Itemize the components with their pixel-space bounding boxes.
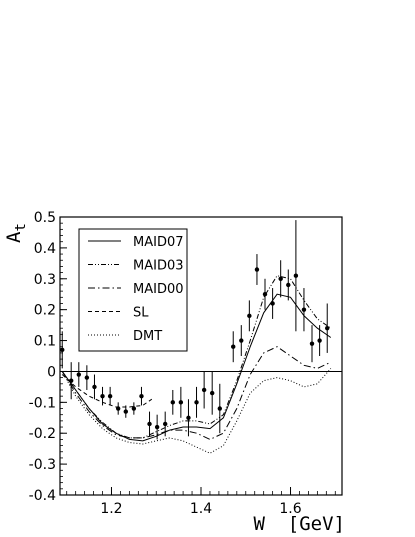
data-point xyxy=(262,292,268,297)
series-line-dmt xyxy=(61,368,332,454)
x-axis-ticks: 1.2 1.4 1.6 xyxy=(66,487,336,517)
data-point xyxy=(247,313,252,319)
data-point xyxy=(115,406,121,411)
data-point xyxy=(107,393,113,399)
y-axis-label-subscript: t xyxy=(13,223,29,231)
y-axis-label: At xyxy=(3,223,29,243)
data-point xyxy=(139,393,144,399)
legend-box xyxy=(78,228,188,352)
data-point xyxy=(217,406,222,411)
data-point xyxy=(92,384,97,390)
data-point xyxy=(162,421,168,427)
data-point xyxy=(178,400,184,405)
y-tick-label: 0.2 xyxy=(34,303,56,319)
x-tick-label: 1.4 xyxy=(190,501,212,517)
legend-label-maid03: MAID03 xyxy=(133,259,184,274)
data-point xyxy=(254,267,260,272)
data-point xyxy=(194,400,199,405)
x-axis-label: W [GeV] xyxy=(253,513,345,535)
y-axis-ticks: -0.4 -0.3 -0.2 -0.1 0 0.1 0.2 0.3 0.4 0.5 xyxy=(29,210,67,504)
data-point xyxy=(270,301,275,306)
curves-layer xyxy=(61,275,332,454)
data-point xyxy=(301,307,307,312)
data-point xyxy=(123,409,128,414)
legend-label-maid07: MAID07 xyxy=(133,235,184,250)
y-tick-label: -0.3 xyxy=(29,457,56,473)
data-point xyxy=(239,338,244,343)
data-point xyxy=(293,273,299,278)
data-point xyxy=(84,375,90,380)
y-tick-label: 0.5 xyxy=(34,210,56,226)
data-point xyxy=(286,282,291,288)
data-point xyxy=(154,424,160,430)
y-tick-label: 0 xyxy=(47,364,56,380)
data-point xyxy=(131,406,137,411)
y-tick-label: 0.1 xyxy=(34,334,56,350)
data-point xyxy=(60,347,65,353)
data-point xyxy=(209,390,215,396)
data-point xyxy=(278,276,283,281)
data-point xyxy=(186,415,191,420)
data-points-layer xyxy=(60,220,330,440)
data-point xyxy=(309,341,315,346)
legend-label-sl: SL xyxy=(133,306,149,321)
legend-label-maid00: MAID00 xyxy=(133,282,184,297)
series-line-sl xyxy=(61,374,153,408)
y-tick-label: -0.2 xyxy=(29,426,56,442)
data-point xyxy=(68,378,74,383)
y-tick-label: -0.1 xyxy=(29,395,56,411)
y-tick-label: 0.4 xyxy=(34,241,56,257)
y-tick-label: -0.4 xyxy=(29,488,56,504)
data-point xyxy=(100,393,105,399)
data-point xyxy=(76,372,82,377)
series-line-maid00 xyxy=(61,346,332,440)
y-tick-label: 0.3 xyxy=(34,272,56,288)
data-point xyxy=(231,344,236,349)
legend-label-dmt: DMT xyxy=(133,329,162,344)
legend: MAID07 MAID03 MAID00 SL DMT xyxy=(78,228,188,352)
data-point xyxy=(317,338,322,343)
series-line-maid07 xyxy=(61,293,332,442)
x-tick-label: 1.6 xyxy=(279,501,301,517)
x-tick-label: 1.2 xyxy=(100,501,122,517)
data-point xyxy=(201,387,207,393)
data-point xyxy=(147,421,152,427)
data-point xyxy=(325,326,330,331)
data-point xyxy=(170,400,175,405)
